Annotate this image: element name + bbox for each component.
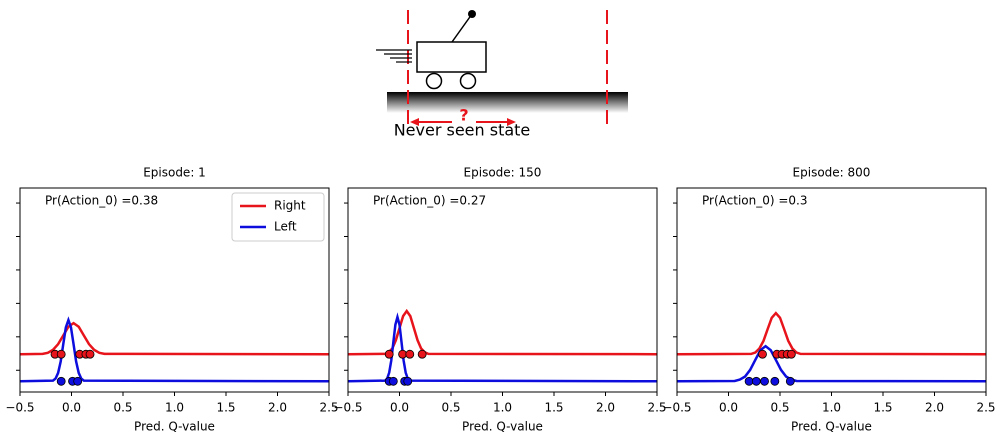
sample-dot — [56, 349, 66, 359]
pole-tip — [468, 10, 476, 18]
annotation: Pr(Action_0) =0.38 — [45, 194, 158, 208]
x-tick-label: 1.5 — [216, 401, 235, 415]
sample-dot — [785, 376, 795, 386]
subplot: Episode: 1 −0.5 0.0 0.5 1.0 1.5 2.0 2.5 Pred. Q-… — [5, 166, 338, 434]
x-tick-label: 1.0 — [822, 401, 841, 415]
x-axis-label: Pred. Q-value — [134, 420, 215, 434]
caption: Never seen state — [394, 121, 531, 140]
x-tick-label: 2.5 — [647, 401, 666, 415]
legend-label: Left — [274, 220, 297, 234]
x-tick-label: 0.5 — [113, 401, 132, 415]
x-tick-label: 1.5 — [873, 401, 892, 415]
sample-dot — [388, 376, 398, 386]
x-tick-label: 1.5 — [544, 401, 563, 415]
subplot-title: Episode: 1 — [143, 166, 206, 180]
subplot: Episode: 800 −0.5 0.0 0.5 1.0 1.5 2.0 2.5 Pred. … — [662, 166, 995, 434]
curve — [19, 321, 330, 356]
sample-dot — [760, 376, 769, 386]
subplot-title: Episode: 800 — [793, 166, 871, 180]
curve — [676, 344, 987, 383]
plot-frame — [347, 187, 658, 393]
x-tick-label: 2.0 — [596, 401, 615, 415]
sample-dot — [758, 349, 767, 359]
question-mark: ? — [459, 106, 468, 125]
x-tick-label: 1.0 — [165, 401, 184, 415]
sample-dot — [73, 376, 83, 386]
x-tick-label: 0.5 — [441, 401, 460, 415]
sample-dot — [403, 376, 413, 386]
cart-diagram: ? Never seen state — [376, 10, 628, 140]
x-tick-label: −0.5 — [333, 401, 362, 415]
x-tick-label: 2.5 — [976, 401, 995, 415]
curve — [347, 312, 658, 383]
legend: Right Left — [231, 192, 325, 242]
ground — [387, 92, 628, 113]
sample-dot — [398, 349, 407, 359]
sample-dot — [85, 349, 95, 359]
x-tick-label: 2.5 — [319, 401, 338, 415]
x-tick-label: 2.0 — [925, 401, 944, 415]
pole — [451, 13, 473, 43]
wheel — [459, 72, 477, 90]
sample-dot — [744, 376, 754, 386]
x-tick-label: 0.0 — [719, 401, 738, 415]
range-arrows — [410, 118, 516, 126]
annotation: Pr(Action_0) =0.27 — [373, 194, 486, 208]
sample-dot — [56, 376, 66, 386]
sample-dot — [786, 349, 796, 359]
plot-frame — [676, 187, 987, 393]
sample-dot — [751, 376, 761, 386]
wheel — [425, 72, 443, 90]
x-tick-label: 1.0 — [493, 401, 512, 415]
sample-dot — [770, 376, 780, 386]
sample-dot — [384, 349, 394, 359]
x-axis-label: Pred. Q-value — [462, 420, 543, 434]
annotation: Pr(Action_0) =0.3 — [702, 194, 808, 208]
x-tick-label: 2.0 — [268, 401, 287, 415]
speed-lines — [376, 49, 412, 63]
x-tick-label: −0.5 — [662, 401, 691, 415]
legend-label: Right — [274, 199, 306, 213]
x-tick-label: 0.0 — [390, 401, 409, 415]
x-axis-label: Pred. Q-value — [791, 420, 872, 434]
subplot-title: Episode: 150 — [464, 166, 542, 180]
sample-dot — [405, 349, 415, 359]
cart — [416, 41, 487, 73]
curve — [676, 311, 987, 356]
x-tick-label: −0.5 — [5, 401, 34, 415]
x-tick-label: 0.0 — [62, 401, 81, 415]
x-tick-label: 0.5 — [770, 401, 789, 415]
sample-dot — [417, 349, 427, 359]
subplot: Episode: 150 −0.5 0.0 0.5 1.0 1.5 2.0 2.5 Pred. … — [333, 166, 666, 434]
curve — [19, 316, 330, 383]
